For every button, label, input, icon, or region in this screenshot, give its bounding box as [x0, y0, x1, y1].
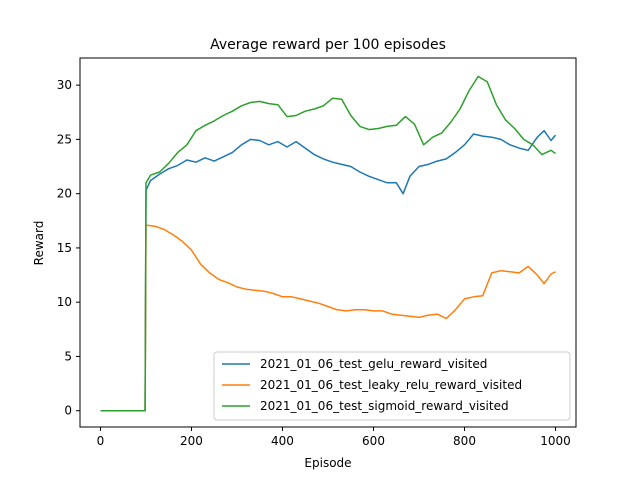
y-tick-label: 15 [57, 241, 72, 255]
y-tick-label: 0 [64, 404, 72, 418]
series-line-2 [100, 224, 556, 412]
y-tick-label: 30 [57, 78, 72, 92]
x-tick-label: 400 [271, 434, 294, 448]
x-axis-title: Episode [304, 456, 351, 470]
legend-label-3: 2021_01_06_test_sigmoid_reward_visited [260, 399, 509, 413]
x-tick-label: 1000 [540, 434, 571, 448]
series-line-1 [100, 129, 557, 412]
x-tick-label: 200 [180, 434, 203, 448]
plot-lines [100, 75, 557, 412]
x-tick-label: 600 [362, 434, 385, 448]
x-tick-label: 800 [453, 434, 476, 448]
x-tick-label: 0 [97, 434, 105, 448]
y-axis-ticks: 0 5 10 15 20 25 30 [57, 78, 80, 418]
legend: 2021_01_06_test_gelu_reward_visited 2021_… [213, 351, 571, 421]
y-axis-title: Reward [32, 221, 46, 266]
y-tick-label: 10 [57, 295, 72, 309]
y-tick-label: 5 [64, 349, 72, 363]
x-axis-ticks: 0 200 400 600 800 1000 [97, 427, 571, 448]
plot-frame [79, 57, 577, 428]
series-line-3 [100, 75, 556, 412]
y-tick-label: 25 [57, 132, 72, 146]
chart-title: Average reward per 100 episodes [210, 37, 446, 53]
legend-label-2: 2021_01_06_test_leaky_relu_reward_visite… [260, 378, 522, 392]
legend-label-1: 2021_01_06_test_gelu_reward_visited [260, 357, 487, 371]
y-tick-label: 20 [57, 187, 72, 201]
legend-box [213, 351, 571, 421]
